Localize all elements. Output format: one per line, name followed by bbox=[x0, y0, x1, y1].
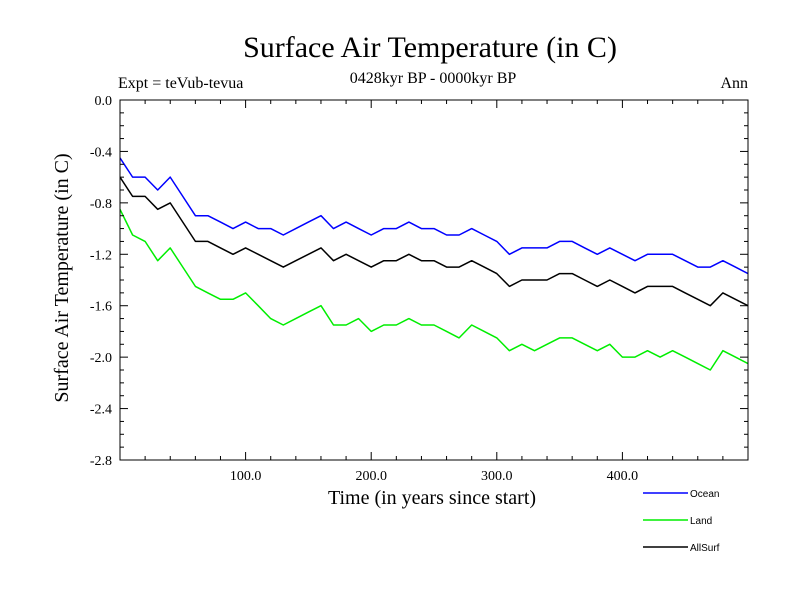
legend-label-allsurf: AllSurf bbox=[690, 543, 720, 554]
x-tick-label: 100.0 bbox=[230, 469, 262, 484]
series-layer bbox=[120, 157, 748, 371]
y-tick-label: -0.8 bbox=[90, 197, 112, 212]
experiment-label: Expt = teVub-tevua bbox=[118, 75, 243, 92]
y-tick-label: -2.4 bbox=[90, 403, 112, 418]
x-tick-label: 400.0 bbox=[607, 469, 639, 484]
legend-label-land: Land bbox=[690, 516, 712, 527]
plot-frame bbox=[119, 99, 749, 461]
y-tick-label: -2.0 bbox=[90, 351, 112, 366]
x-tick-label: 200.0 bbox=[355, 469, 387, 484]
series-line-ocean bbox=[120, 157, 748, 275]
x-axis-label: Time (in years since start) bbox=[328, 487, 536, 509]
series-line-allsurf bbox=[120, 176, 748, 307]
y-axis-label: Surface Air Temperature (in C) bbox=[51, 153, 73, 402]
chart-title: Surface Air Temperature (in C) bbox=[243, 31, 617, 64]
legend: Ocean Land AllSurf bbox=[643, 489, 720, 554]
chart-subtitle: 0428kyr BP - 0000kyr BP bbox=[350, 70, 517, 87]
y-tick-label: -1.6 bbox=[90, 300, 112, 315]
y-tick-label: 0.0 bbox=[95, 94, 113, 109]
x-tick-label: 300.0 bbox=[481, 469, 513, 484]
y-tick-label: -0.4 bbox=[90, 145, 112, 160]
series-line-land bbox=[120, 208, 748, 371]
season-label: Ann bbox=[720, 75, 748, 92]
y-tick-label: -2.8 bbox=[90, 454, 112, 469]
y-tick-label: -1.2 bbox=[90, 248, 112, 263]
legend-label-ocean: Ocean bbox=[690, 489, 719, 500]
axes-layer: 0.0 -0.4 -0.8 -1.2 -1.6 -2.0 -2.4 -2.8 100.0 200.… bbox=[90, 94, 749, 484]
